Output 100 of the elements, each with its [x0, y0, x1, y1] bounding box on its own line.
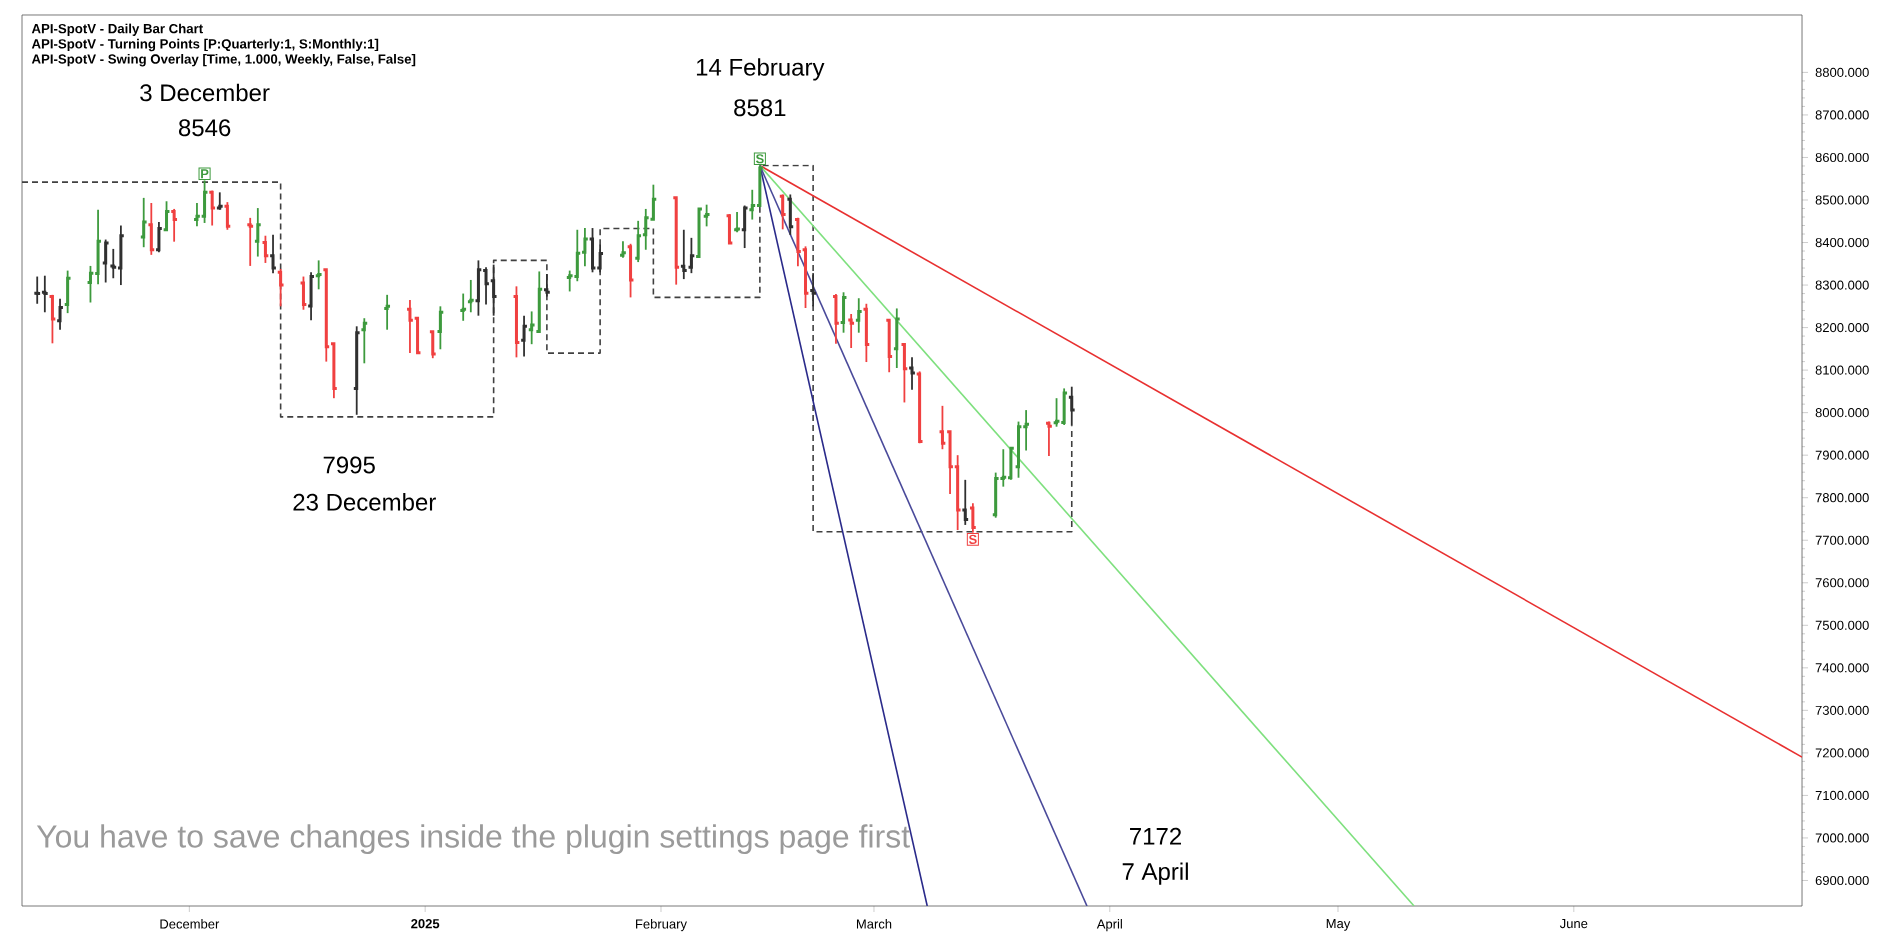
candlestick — [1021, 409, 1031, 452]
candlestick — [907, 356, 917, 391]
candlestick — [846, 313, 856, 349]
candlestick — [915, 370, 925, 445]
text: API-SpotV - Daily Bar Chart — [31, 23, 203, 36]
candlestick — [785, 193, 795, 236]
y-tick-label: 8800.000 — [1815, 67, 1869, 77]
annotation: 7172 — [1130, 827, 1181, 845]
candlestick — [245, 216, 255, 267]
candlestick — [276, 268, 286, 308]
candlestick — [154, 221, 164, 254]
candlestick — [1044, 420, 1054, 457]
annotation: 8546 — [178, 119, 231, 137]
annotation: 7995 — [323, 456, 375, 474]
candlestick — [801, 245, 810, 309]
y-tick-label: 8500.000 — [1815, 195, 1869, 205]
y-tick-label: 8100.000 — [1815, 365, 1869, 375]
candlestick — [938, 404, 947, 451]
candlestick — [359, 317, 369, 365]
candlestick — [481, 266, 491, 306]
candlestick — [382, 293, 392, 331]
annotation: 3 December — [140, 83, 270, 102]
candlestick — [732, 211, 742, 234]
candlestick — [458, 292, 468, 322]
annotation: 23 December — [293, 493, 436, 511]
x-tick-label: May — [1326, 919, 1351, 931]
candlestick — [146, 202, 156, 256]
candlestick — [169, 208, 179, 243]
candlestick — [435, 305, 445, 351]
candlestick — [519, 314, 529, 358]
candlestick — [542, 273, 552, 298]
y-tick-label: 8400.000 — [1815, 237, 1869, 248]
candlestick — [626, 242, 635, 299]
candlestick — [1014, 420, 1023, 479]
y-tick-label: 6900.000 — [1815, 875, 1869, 886]
line-series — [22, 164, 1073, 533]
candlestick — [595, 243, 605, 274]
candlestick — [953, 454, 963, 531]
candlestick — [793, 216, 803, 268]
x-tick-label: June — [1559, 919, 1588, 929]
candlestick — [1006, 446, 1016, 481]
candlestick — [854, 297, 864, 334]
candlestick — [192, 202, 202, 228]
x-tick-label: 2025 — [411, 919, 440, 929]
candlestick — [527, 310, 537, 346]
candlestick — [778, 193, 788, 231]
candlestick — [63, 269, 73, 315]
y-tick-label: 8700.000 — [1815, 110, 1869, 120]
candlestick — [861, 302, 871, 363]
y-tick-label: 8200.000 — [1815, 323, 1869, 333]
candlestick — [413, 316, 422, 355]
candlestick — [740, 204, 750, 249]
candlestick — [1067, 385, 1077, 427]
candlestick — [884, 318, 894, 374]
candlestick — [831, 293, 841, 345]
text: API-SpotV - Turning Points [P:Quarterly:1, S:Monthly:1] — [31, 38, 379, 52]
candlestick — [747, 188, 757, 221]
x-tick-label: March — [856, 919, 892, 929]
y-tick-label: 7400.000 — [1815, 663, 1869, 673]
candlestick — [207, 189, 217, 227]
candlestick — [108, 248, 118, 280]
y-tick-label: 7900.000 — [1815, 450, 1869, 460]
candlestick — [48, 293, 57, 345]
y-tick-label: 8300.000 — [1815, 280, 1869, 290]
candlestick — [93, 208, 103, 286]
x-tick-label: April — [1096, 919, 1122, 932]
candlestick — [702, 203, 712, 228]
candlestick — [960, 478, 970, 526]
y-tick-label: 7700.000 — [1815, 535, 1869, 545]
candlestick — [671, 196, 681, 286]
candlestick — [900, 342, 909, 404]
candlestick — [808, 272, 818, 308]
candlestick — [687, 236, 696, 275]
candlestick — [580, 227, 590, 268]
annotation: 7 April — [1122, 862, 1188, 885]
candlestick — [694, 207, 704, 259]
y-tick-label: 7100.000 — [1815, 790, 1869, 801]
candlestick — [892, 307, 902, 369]
candlestick — [101, 238, 111, 284]
candlestick — [40, 274, 50, 314]
candlestick — [489, 263, 499, 317]
annotation: API-SpotV - Swing Overlay [Time, 1.000, Weekly, False, False] — [31, 54, 416, 67]
candlestick — [223, 201, 232, 231]
candlestick — [534, 270, 544, 334]
y-tick-label: 7300.000 — [1815, 705, 1869, 715]
candlestick — [139, 196, 149, 249]
y-tick-label: 7000.000 — [1815, 833, 1869, 843]
candlestick — [306, 271, 316, 322]
candlestick — [1059, 387, 1069, 426]
candlestick — [261, 234, 270, 264]
candlestick — [55, 297, 65, 331]
candlestick — [679, 228, 689, 281]
candlestick — [162, 200, 171, 232]
candlestick — [321, 268, 331, 363]
candlestick — [314, 259, 324, 291]
candlestick — [253, 207, 263, 258]
candlestick — [32, 275, 42, 305]
candlestick — [268, 233, 278, 275]
candlestick — [588, 227, 597, 274]
annotation: You have to save changes inside the plugin settings page first — [36, 824, 910, 855]
